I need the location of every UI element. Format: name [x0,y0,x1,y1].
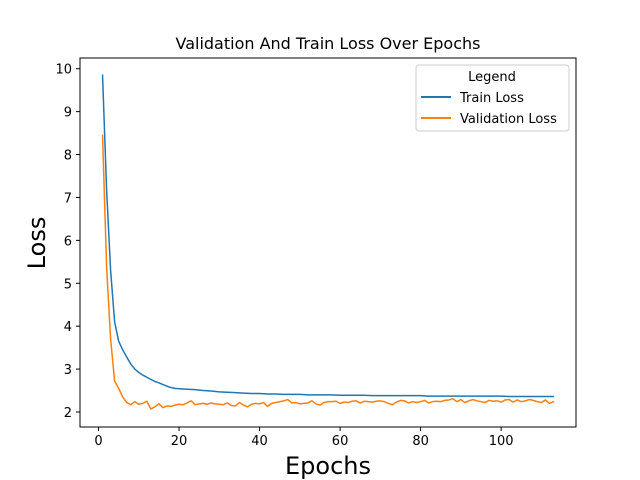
legend-validation-label: Validation Loss [460,112,557,127]
y-axis-label: Loss [23,217,51,270]
chart-title: Validation And Train Loss Over Epochs [176,34,481,53]
x-tick-label: 80 [412,434,429,449]
y-tick-label: 8 [64,149,72,164]
y-tick-label: 7 [64,191,72,206]
x-tick-label: 40 [251,434,268,449]
x-tick-label: 100 [489,434,514,449]
x-axis-label: Epochs [285,452,371,480]
legend: Legend Train Loss Validation Loss [415,64,570,132]
series-layer [101,74,555,410]
series-line-train-loss [101,74,555,398]
legend-box [415,64,570,132]
x-tick-label: 20 [171,434,188,449]
legend-train-label: Train Loss [459,91,524,106]
legend-title: Legend [468,70,516,85]
y-tick-label: 2 [64,406,72,421]
y-tick-label: 10 [55,63,72,78]
plot-frame [79,57,577,428]
series-line-validation-loss [101,134,555,410]
x-tick-label: 0 [94,434,102,449]
y-tick-label: 3 [64,363,72,378]
x-tick-label: 60 [332,434,349,449]
y-tick-label: 6 [64,234,72,249]
y-tick-label: 9 [64,106,72,121]
y-ticks: 2 3 4 5 6 7 8 9 10 [55,63,80,421]
x-ticks: 0 20 40 60 80 100 [94,427,514,449]
y-tick-label: 5 [64,277,72,292]
y-tick-label: 4 [64,320,72,335]
